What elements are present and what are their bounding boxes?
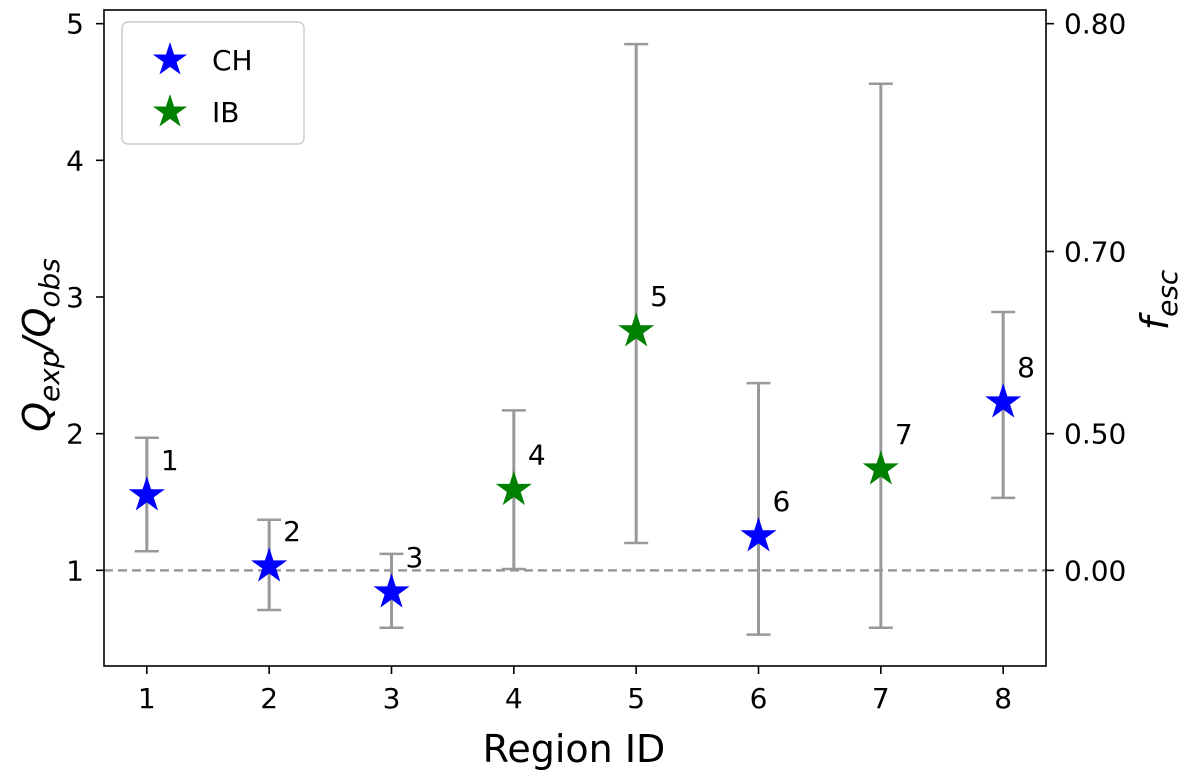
legend-marker-ib — [152, 94, 188, 127]
point-label-4: 4 — [528, 439, 546, 472]
data-point-3 — [373, 573, 410, 608]
x-tick-label-6: 6 — [750, 682, 768, 715]
data-point-8 — [985, 383, 1022, 418]
y2-axis-title: fesc — [1133, 269, 1184, 330]
y2-tick-label-0.70: 0.70 — [1064, 235, 1126, 268]
y2-tick-label-0.80: 0.80 — [1064, 8, 1126, 41]
x-tick-label-5: 5 — [627, 682, 645, 715]
legend: CH IB — [121, 21, 305, 145]
y2-tick-label-0.50: 0.50 — [1064, 418, 1126, 451]
legend-label-ch: CH — [212, 44, 253, 77]
y-axis-title-sub1: exp — [33, 350, 66, 402]
y2-tick-label-0.00: 0.00 — [1064, 554, 1126, 587]
x-tick-label-3: 3 — [383, 682, 401, 715]
y-axis-title: Qexp/Qobs — [15, 258, 66, 432]
y-axis-ticks: 1 2 3 4 5 — [66, 8, 104, 587]
data-point-4 — [495, 470, 532, 506]
y-tick-label-5: 5 — [66, 8, 84, 41]
point-label-group: 1 2 3 4 5 6 7 8 — [161, 280, 1035, 574]
point-label-2: 2 — [283, 515, 301, 548]
y2-axis-ticks: 0.00 0.50 0.70 0.80 — [1046, 8, 1126, 587]
y-tick-label-4: 4 — [66, 144, 84, 177]
point-label-5: 5 — [650, 280, 668, 313]
data-point-group — [128, 312, 1022, 608]
point-label-6: 6 — [773, 485, 791, 518]
x-tick-label-1: 1 — [138, 682, 156, 715]
legend-label-ib: IB — [212, 96, 239, 129]
y-axis-title-slash: /Q — [15, 308, 59, 354]
y-axis-title-sub2: obs — [33, 258, 66, 308]
legend-marker-ch — [152, 42, 188, 75]
legend-markers — [152, 42, 188, 127]
data-point-7 — [862, 450, 899, 485]
point-label-7: 7 — [895, 418, 913, 451]
point-label-8: 8 — [1017, 351, 1035, 384]
y-axis-title-main: Q — [15, 402, 59, 432]
data-point-2 — [251, 547, 288, 582]
y-tick-label-1: 1 — [66, 554, 84, 587]
point-label-3: 3 — [405, 541, 423, 574]
y2-axis-title-sub: esc — [1151, 269, 1184, 317]
x-tick-label-2: 2 — [260, 682, 278, 715]
x-tick-label-4: 4 — [505, 682, 523, 715]
x-tick-label-8: 8 — [994, 682, 1012, 715]
y-tick-label-2: 2 — [66, 418, 84, 451]
data-point-6 — [740, 517, 777, 552]
plot-frame — [103, 9, 1047, 667]
data-point-5 — [618, 312, 655, 347]
point-label-1: 1 — [161, 444, 179, 477]
y-tick-label-3: 3 — [66, 281, 84, 314]
x-axis-ticks: 1 2 3 4 5 6 7 8 — [138, 666, 1012, 715]
x-axis-title: Region ID — [483, 727, 666, 771]
data-point-1 — [128, 476, 165, 511]
x-tick-label-7: 7 — [872, 682, 890, 715]
